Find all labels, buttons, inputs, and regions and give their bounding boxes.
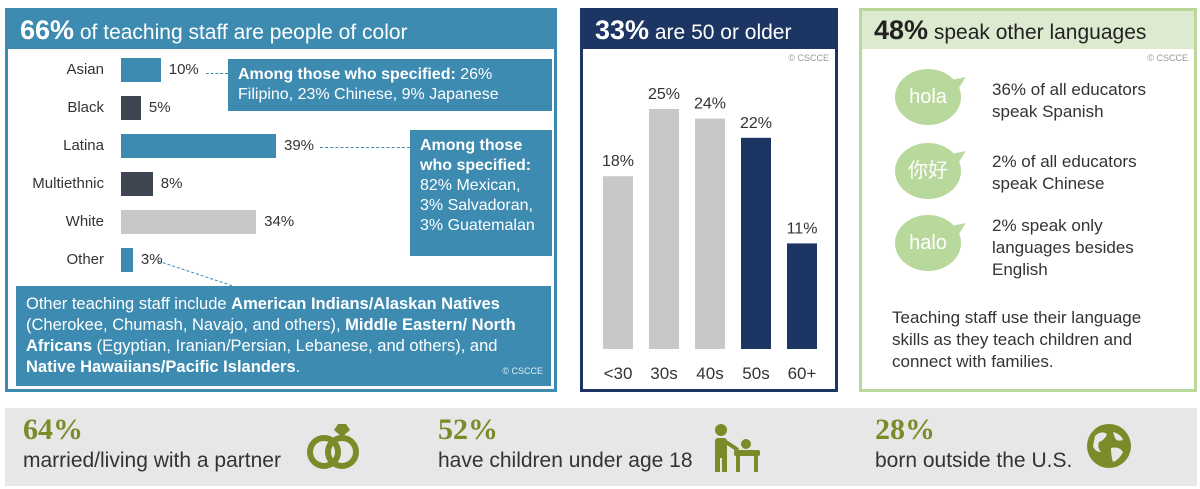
children-stat: 52% have children under age 18 <box>438 412 693 474</box>
age-tick-3: 50s <box>742 364 769 383</box>
children-pct: 52% <box>438 413 498 446</box>
age-value-3: 22% <box>740 115 772 132</box>
age-bar-3 <box>741 137 771 349</box>
ethnicity-panel-title: 66% of teaching staff are people of colo… <box>8 11 554 49</box>
age-title-text: are 50 or older <box>649 21 792 44</box>
spanish-bubble-icon: hola <box>895 69 961 125</box>
ethnicity-bar-other <box>121 248 133 272</box>
latina-callout: Among those who specified: 82% Mexican, … <box>410 130 552 256</box>
ethnicity-title-pct: 66% <box>20 15 75 45</box>
stats-strip: 64% married/living with a partner 52% ha… <box>5 408 1197 486</box>
ethnicity-label-white: White <box>65 213 104 230</box>
ethnicity-copyright: © CSCCE <box>502 366 543 376</box>
partner-stat: 64% married/living with a partner <box>23 412 281 474</box>
age-tick-2: 40s <box>696 364 723 383</box>
asian-callout-text: 26% Filipino, 23% Chinese, 9% Japanese <box>238 66 499 103</box>
languages-panel: 48% speak other languages © CSCCE hola 3… <box>859 8 1197 392</box>
languages-footer: Teaching staff use their language skills… <box>892 308 1142 371</box>
ethnicity-bar-asian <box>121 58 161 82</box>
languages-copyright: © CSCCE <box>1147 53 1188 63</box>
other-connector <box>158 260 237 288</box>
age-value-2: 24% <box>694 96 726 113</box>
other-text-4: . <box>295 358 301 376</box>
languages-panel-title: 48% speak other languages <box>862 11 1194 49</box>
globe-icon <box>1087 424 1131 468</box>
ethnicity-label-latina: Latina <box>63 137 104 154</box>
age-title-pct: 33% <box>595 15 650 45</box>
ethnicity-bar-multiethnic <box>121 172 153 196</box>
partner-desc: married/living with a partner <box>23 449 281 472</box>
other-groups-box: Other teaching staff include American In… <box>16 286 551 386</box>
asian-connector <box>206 73 228 74</box>
ethnicity-value-white: 34% <box>264 213 295 230</box>
age-value-0: 18% <box>602 153 634 170</box>
latina-connector <box>320 147 410 148</box>
age-tick-4: 60+ <box>788 364 817 383</box>
ethnicity-bar-latina <box>121 134 276 158</box>
age-bar-chart: 18% <30 25% 30s 24% 40s 22% 50s 11% 60+ <box>602 86 818 383</box>
latina-callout-text: 82% Mexican, 3% Salvadoran, 3% Guatemala… <box>420 177 535 234</box>
languages-title-text: speak other languages <box>928 21 1147 44</box>
age-value-4: 11% <box>787 220 818 237</box>
chinese-text: 2% of all educators speak Chinese <box>992 152 1137 193</box>
age-bar-2 <box>695 118 725 349</box>
asian-callout: Among those who specified: 26% Filipino,… <box>228 59 552 111</box>
born-outside-pct: 28% <box>875 413 935 446</box>
ethnicity-value-asian: 10% <box>168 61 199 78</box>
parent-child-icon <box>715 424 760 472</box>
partner-pct: 64% <box>23 413 83 446</box>
age-bar-4 <box>787 243 817 349</box>
ethnicity-bar-black <box>121 96 141 120</box>
age-tick-0: <30 <box>604 364 633 383</box>
latina-callout-bold: Among those who specified: <box>420 137 532 174</box>
ethnicity-title-text: of teaching staff are people of color <box>74 21 408 44</box>
age-tick-1: 30s <box>650 364 677 383</box>
other-text-2: (Cherokee, Chumash, Navajo, and others), <box>26 316 346 334</box>
age-bar-1 <box>649 109 679 349</box>
age-value-1: 25% <box>648 86 680 103</box>
age-panel: 33% are 50 or older © CSCCE 18% <30 25% 30s… <box>580 8 838 392</box>
ethnicity-value-black: 5% <box>148 99 171 116</box>
asian-callout-bold: Among those who specified: <box>238 66 456 83</box>
languages-title-pct: 48% <box>874 15 929 45</box>
other-text-3: (Egyptian, Iranian/Persian, Lebanese, an… <box>92 337 498 355</box>
other-language-text: 2% speak only languages besides English <box>992 216 1134 279</box>
rings-icon <box>307 424 359 469</box>
ethnicity-label-other: Other <box>66 251 104 268</box>
age-copyright: © CSCCE <box>788 53 829 63</box>
ethnicity-value-latina: 39% <box>284 137 315 154</box>
ethnicity-label-asian: Asian <box>66 61 104 78</box>
other-text-1: Other teaching staff include <box>26 295 232 313</box>
ethnicity-panel: 66% of teaching staff are people of colo… <box>5 8 557 392</box>
age-bar-0 <box>603 176 633 349</box>
born-outside-desc: born outside the U.S. <box>875 449 1073 472</box>
other-bold-2: Middle Eastern/ North Africans <box>26 316 516 355</box>
spanish-text: 36% of all educators speak Spanish <box>992 80 1147 121</box>
indonesian-bubble-icon: halo <box>895 215 961 271</box>
ethnicity-value-other: 3% <box>140 251 163 268</box>
other-bold-1: American Indians/Alaskan Natives <box>231 295 500 313</box>
born-outside-stat: 28% born outside the U.S. <box>875 412 1072 474</box>
ethnicity-label-multiethnic: Multiethnic <box>32 175 104 192</box>
other-bold-3: Native Hawaiians/Pacific Islanders <box>26 358 296 376</box>
ethnicity-bar-white <box>121 210 257 234</box>
ethnicity-label-black: Black <box>67 99 104 116</box>
age-panel-title: 33% are 50 or older <box>583 11 835 49</box>
chinese-bubble-icon: 你好 <box>895 143 961 199</box>
children-desc: have children under age 18 <box>438 449 693 472</box>
ethnicity-value-multiethnic: 8% <box>160 175 183 192</box>
